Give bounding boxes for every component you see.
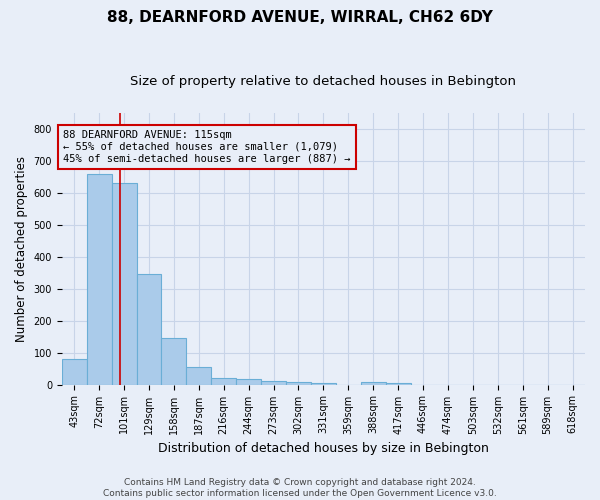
Bar xyxy=(311,383,336,384)
Text: 88, DEARNFORD AVENUE, WIRRAL, CH62 6DY: 88, DEARNFORD AVENUE, WIRRAL, CH62 6DY xyxy=(107,10,493,25)
Bar xyxy=(112,183,137,384)
X-axis label: Distribution of detached houses by size in Bebington: Distribution of detached houses by size … xyxy=(158,442,489,455)
Text: 88 DEARNFORD AVENUE: 115sqm
← 55% of detached houses are smaller (1,079)
45% of : 88 DEARNFORD AVENUE: 115sqm ← 55% of det… xyxy=(63,130,350,164)
Bar xyxy=(86,174,112,384)
Bar xyxy=(161,338,187,384)
Y-axis label: Number of detached properties: Number of detached properties xyxy=(15,156,28,342)
Bar xyxy=(236,379,261,384)
Bar xyxy=(386,383,410,384)
Bar xyxy=(62,359,86,384)
Bar xyxy=(137,274,161,384)
Bar xyxy=(211,378,236,384)
Title: Size of property relative to detached houses in Bebington: Size of property relative to detached ho… xyxy=(130,75,517,88)
Bar xyxy=(187,367,211,384)
Bar xyxy=(261,380,286,384)
Bar xyxy=(286,382,311,384)
Bar xyxy=(361,382,386,384)
Text: Contains HM Land Registry data © Crown copyright and database right 2024.
Contai: Contains HM Land Registry data © Crown c… xyxy=(103,478,497,498)
